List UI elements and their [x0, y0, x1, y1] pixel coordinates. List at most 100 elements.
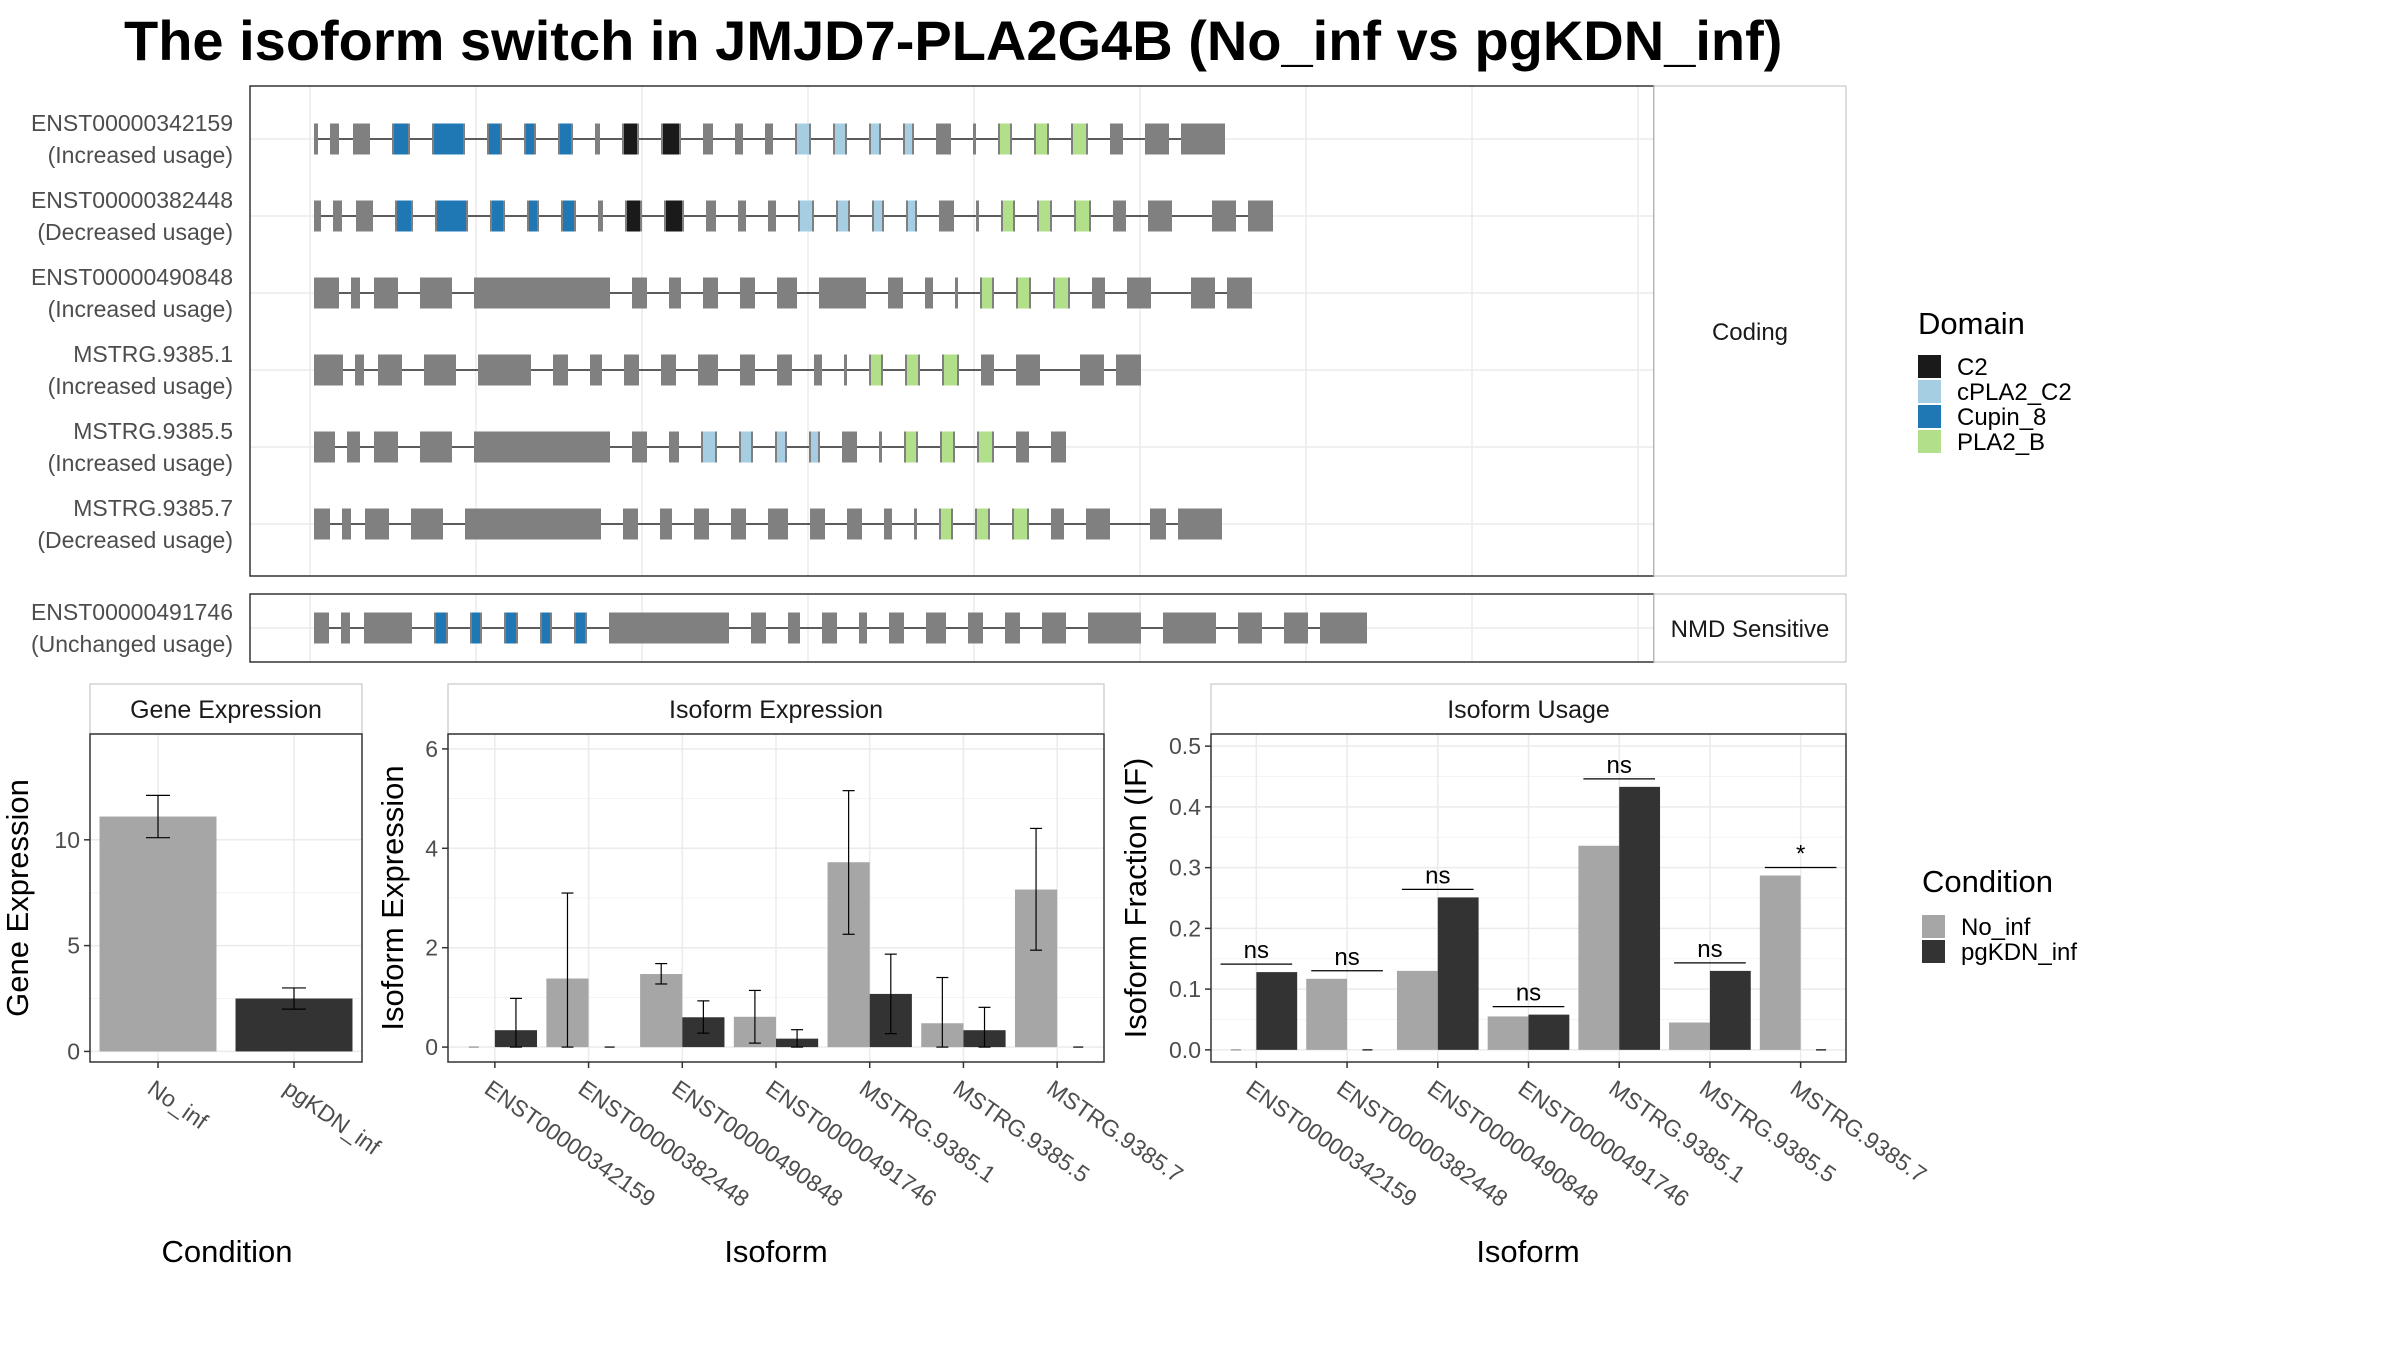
bar-pgKDN_inf-ENST00000342159 — [1256, 972, 1298, 1050]
gene-expression-x-axis-title: Condition — [162, 1234, 293, 1269]
exon-7 — [660, 508, 672, 540]
exon-1 — [314, 612, 329, 644]
domain-PLA2_B-exon-16 — [907, 354, 918, 386]
isoform-expression-ytick-label: 2 — [425, 935, 438, 961]
transcript-MSTRG.9385.5 — [314, 431, 1066, 463]
exon-13 — [884, 508, 892, 540]
significance-label-MSTRG.9385.5: ns — [1697, 936, 1722, 963]
exon-10 — [751, 612, 766, 644]
domain-legend-key-cPLA2_C2 — [1918, 380, 1941, 403]
exon-18 — [981, 354, 994, 386]
domain-legend-label-Cupin_8: Cupin_8 — [1957, 404, 2046, 431]
exon-23 — [1320, 612, 1367, 644]
exon-12 — [842, 431, 857, 463]
exon-3 — [364, 612, 412, 644]
exon-14 — [844, 354, 847, 386]
domain-legend-key-C2 — [1918, 355, 1941, 378]
exon-20 — [1150, 508, 1166, 540]
transcript-label-usage: (Decreased usage) — [37, 527, 233, 553]
domain-Cupin_8-exon-4 — [397, 200, 411, 232]
transcript-ENST00000342159 — [314, 123, 1225, 155]
isoform-expression-xtick-label: ENST00000490848 — [667, 1075, 847, 1212]
bar-pgKDN_inf-MSTRG.9385.5 — [1709, 970, 1751, 1050]
condition-legend-label-pgKDN_inf: pgKDN_inf — [1961, 939, 2077, 966]
exon-12 — [822, 612, 837, 644]
exon-19 — [939, 200, 954, 232]
isoform-usage-ytick-label: 0.1 — [1169, 976, 1201, 1002]
exon-16 — [968, 612, 983, 644]
gene-expression-ytick-label: 5 — [67, 933, 80, 959]
domain-cPLA2_C2-exon-17 — [874, 200, 882, 232]
domain-Cupin_8-exon-8 — [560, 123, 571, 155]
condition-legend-label-No_inf: No_inf — [1961, 914, 2031, 941]
figure-title: The isoform switch in JMJD7-PLA2G4B (No_… — [124, 9, 1783, 72]
exon-14 — [765, 123, 773, 155]
gene-expression-ytick-label: 10 — [54, 827, 80, 853]
panel-label-coding: Coding — [1712, 319, 1788, 346]
domain-Cupin_8-exon-4 — [436, 612, 446, 644]
gene-expression-ytick-label: 0 — [67, 1038, 80, 1064]
significance-label-MSTRG.9385.7: * — [1796, 841, 1805, 868]
exon-12 — [847, 508, 862, 540]
exon-14 — [889, 612, 904, 644]
domain-legend-label-C2: C2 — [1957, 354, 1988, 381]
domain-C2-exon-10 — [627, 200, 640, 232]
transcript-ENST00000490848 — [314, 277, 1252, 309]
bar-No_inf-ENST00000490848 — [1396, 970, 1438, 1050]
domain-Cupin_8-exon-6 — [489, 123, 500, 155]
panel-1-strip — [1653, 593, 1847, 663]
domain-Cupin_8-exon-5 — [437, 200, 466, 232]
domain-PLA2_B-exon-17 — [944, 354, 957, 386]
exon-4 — [420, 277, 452, 309]
exon-20 — [1163, 612, 1216, 644]
exon-12 — [703, 123, 713, 155]
isoform-expression-x-axis-title: Isoform — [724, 1234, 827, 1269]
exon-26 — [1212, 200, 1236, 232]
panel-label-nmd-sensitive: NMD Sensitive — [1671, 616, 1830, 643]
domain-Cupin_8-exon-6 — [506, 612, 516, 644]
exon-11 — [810, 508, 825, 540]
exon-12 — [888, 277, 903, 309]
isoform-expression-xtick-label: ENST00000342159 — [480, 1075, 660, 1212]
exon-20 — [976, 200, 979, 232]
exon-9 — [598, 200, 603, 232]
bar-No_inf-MSTRG.9385.7 — [1759, 875, 1801, 1050]
exon-11 — [740, 354, 755, 386]
significance-label-ENST00000382448: ns — [1334, 944, 1359, 971]
isoform-usage-ytick-label: 0.4 — [1169, 794, 1201, 820]
transcript-label-usage: (Increased usage) — [48, 450, 233, 476]
exon-13 — [735, 123, 743, 155]
gene-expression-chart-title: Gene Expression — [130, 696, 322, 724]
exon-9 — [731, 508, 746, 540]
isoform-usage-ytick-label: 0.2 — [1169, 915, 1201, 941]
exon-7 — [669, 277, 681, 309]
exon-7 — [669, 431, 679, 463]
bar-No_inf — [99, 816, 217, 1052]
bar-No_inf-MSTRG.9385.1 — [1578, 845, 1620, 1050]
exon-1 — [314, 123, 318, 155]
exon-2 — [347, 431, 360, 463]
exon-5 — [474, 277, 610, 309]
exon-21 — [1227, 277, 1252, 309]
isoform-expression-y-axis-title: Isoform Expression — [375, 765, 410, 1030]
exon-4 — [420, 431, 452, 463]
significance-label-ENST00000490848: ns — [1425, 862, 1450, 889]
exon-20 — [1080, 354, 1104, 386]
transcript-label-id: MSTRG.9385.1 — [73, 341, 233, 367]
domain-PLA2_B-exon-21 — [1003, 200, 1013, 232]
significance-label-MSTRG.9385.1: ns — [1607, 752, 1632, 779]
domain-PLA2_B-exon-16 — [979, 431, 992, 463]
domain-Cupin_8-exon-8 — [576, 612, 585, 644]
exon-21 — [1116, 354, 1141, 386]
exon-17 — [1005, 612, 1020, 644]
domain-cPLA2_C2-exon-15 — [800, 200, 812, 232]
significance-label-ENST00000491746: ns — [1516, 980, 1541, 1007]
exon-9 — [595, 123, 600, 155]
exon-8 — [694, 508, 709, 540]
domain-cPLA2_C2-exon-8 — [703, 431, 715, 463]
exon-6 — [632, 431, 647, 463]
exon-3 — [374, 277, 398, 309]
exon-10 — [777, 277, 797, 309]
exon-19 — [936, 123, 951, 155]
